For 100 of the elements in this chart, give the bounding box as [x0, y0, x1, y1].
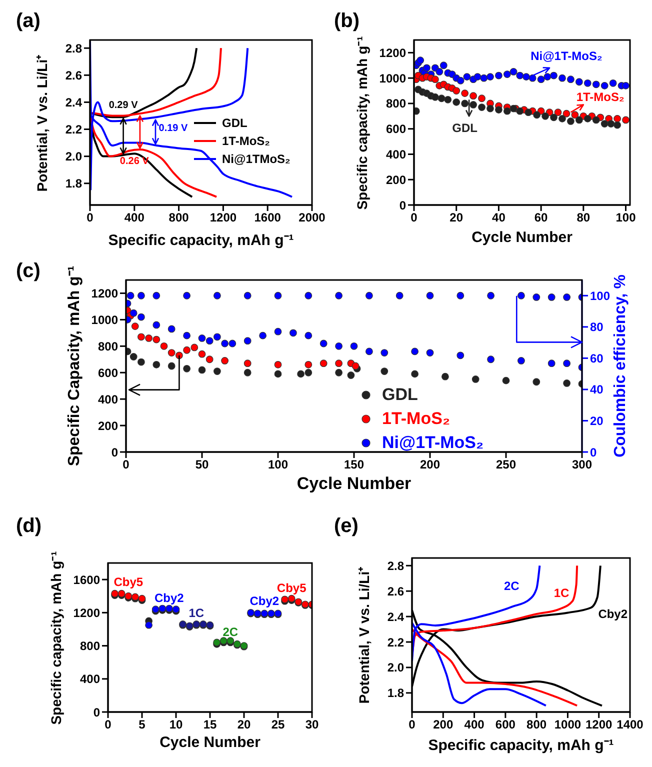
chart-title: (e)	[334, 515, 358, 538]
legend-label: 1T-MoS₂	[382, 409, 450, 430]
x-axis-title: Cycle Number	[158, 734, 262, 751]
annotation: Cby2	[154, 591, 185, 606]
chart-title: (a)	[16, 10, 40, 33]
y-tick-label: 600	[386, 122, 406, 136]
annotation: Cby5	[276, 580, 308, 595]
x-tick-label: 0	[410, 210, 418, 225]
y-tick-label: 2.4	[65, 95, 82, 110]
series-label: Cby2	[597, 607, 629, 622]
x-tick-label: 1400	[616, 718, 644, 732]
x-tick-label: 40	[492, 210, 506, 225]
annotation: 1C	[188, 606, 206, 620]
y-tick-label: 1200	[73, 606, 100, 620]
x-tick-label: 1600	[254, 210, 282, 225]
chart-title: (b)	[334, 10, 360, 33]
y-tick-label: 1.8	[65, 176, 82, 191]
x-tick-label: 80	[576, 210, 590, 225]
x-tick-label: 5	[138, 718, 146, 732]
y-axis-title: Specific capacity, mAh g⁻¹	[47, 550, 65, 724]
x-tick-label: 1200	[210, 210, 237, 225]
legend-label: GDL	[222, 116, 248, 130]
annotation: Cby5	[114, 574, 144, 589]
x-tick-label: 300	[572, 458, 592, 472]
x-tick-label: 50	[195, 458, 209, 472]
x-tick-label: 10	[169, 718, 183, 732]
x-tick-label: 25	[271, 718, 285, 732]
y-tick-label: 400	[80, 672, 100, 686]
y2-tick-label: 100	[590, 288, 610, 303]
y-tick-label: 1200	[91, 286, 118, 300]
y2-tick-label: 20	[590, 414, 604, 428]
x-tick-label: 200	[433, 718, 454, 732]
y2-tick-label: 0	[590, 445, 597, 460]
legend-label: GDL	[451, 120, 478, 135]
y-tick-label: 600	[98, 366, 118, 380]
y-tick-label: 2.8	[387, 558, 404, 573]
y-tick-label: 2.0	[65, 150, 82, 164]
x-tick-label: 60	[534, 210, 548, 225]
x-tick-label: 800	[168, 210, 190, 225]
y-tick-label: 0	[111, 445, 118, 460]
x-tick-label: 2000	[298, 210, 326, 225]
legend-label: 1T-MoS₂	[222, 134, 270, 148]
x-tick-label: 600	[495, 718, 516, 732]
y-tick-label: 2.4	[387, 610, 404, 624]
y-tick-label: 2.8	[65, 41, 82, 56]
y-axis-title: Specific Capacity, mAh g⁻¹	[65, 266, 84, 466]
y-tick-label: 0	[399, 198, 406, 212]
annotation: Cby2	[248, 594, 280, 608]
chart-title: (d)	[16, 515, 42, 538]
x-tick-label: 0	[408, 718, 416, 732]
y2-tick-label: 40	[590, 382, 604, 397]
x-tick-label: 100	[268, 458, 288, 472]
series-label: 2C	[504, 579, 520, 594]
annotation: 0.29 V	[108, 100, 139, 111]
x-tick-label: 800	[526, 718, 547, 732]
y-tick-label: 1000	[379, 71, 406, 86]
y-tick-label: 1600	[73, 572, 100, 587]
annotation: 2C	[222, 624, 240, 639]
x-tick-label: 200	[420, 458, 440, 472]
x-tick-label: 20	[450, 210, 464, 225]
x-axis-title: Specific capacity, mAh g⁻¹	[107, 231, 295, 249]
y-tick-label: 1200	[379, 46, 406, 60]
y-tick-label: 2.2	[65, 122, 82, 137]
x-axis-title: Cycle Number	[470, 229, 574, 246]
series-label: Ni@1T-MoS₂	[530, 48, 604, 62]
x-tick-label: 400	[464, 718, 485, 732]
legend-label: GDL	[382, 385, 418, 406]
legend-label: Ni@1T-MoS₂	[382, 433, 484, 454]
legend-label: Ni@1TMoS₂	[222, 152, 290, 166]
y-tick-label: 800	[80, 639, 100, 654]
annotation: 0.26 V	[118, 156, 150, 168]
y-tick-label: 0	[93, 705, 100, 720]
y2-axis-title: Coulombic efficiency, %	[612, 274, 630, 458]
x-axis-title: Specific capacity, mAh g⁻¹	[427, 736, 615, 754]
y-tick-label: 400	[98, 392, 118, 406]
x-axis-title: Cycle Number	[296, 474, 412, 494]
series-label: 1T-MoS₂	[575, 90, 626, 104]
y-tick-label: 2.0	[387, 660, 404, 675]
x-tick-label: 15	[203, 718, 217, 732]
x-tick-label: 1200	[586, 718, 613, 732]
x-tick-label: 30	[305, 718, 319, 732]
y2-tick-label: 60	[590, 351, 604, 366]
y-axis-title: Potential, V vs. Li/Li⁺	[33, 54, 51, 192]
series-label: 1C	[554, 586, 570, 600]
x-tick-label: 150	[344, 458, 364, 472]
chart-title: (c)	[16, 260, 40, 283]
y-axis-title: Potential, V vs. Li/Li⁺	[355, 566, 373, 704]
x-tick-label: 100	[616, 210, 636, 225]
y-tick-label: 2.6	[65, 68, 82, 82]
x-tick-label: 0	[122, 458, 130, 472]
y-tick-label: 800	[386, 96, 406, 111]
y-tick-label: 200	[386, 172, 406, 187]
x-tick-label: 1000	[554, 718, 582, 732]
y-tick-label: 1.8	[387, 686, 404, 700]
x-tick-label: 250	[496, 458, 516, 472]
x-tick-label: 400	[124, 210, 145, 225]
y-tick-label: 1000	[91, 312, 118, 327]
y-tick-label: 400	[386, 147, 406, 162]
x-tick-label: 20	[237, 718, 251, 732]
y-axis-title: Specific capacity, mAh g⁻¹	[353, 36, 371, 210]
